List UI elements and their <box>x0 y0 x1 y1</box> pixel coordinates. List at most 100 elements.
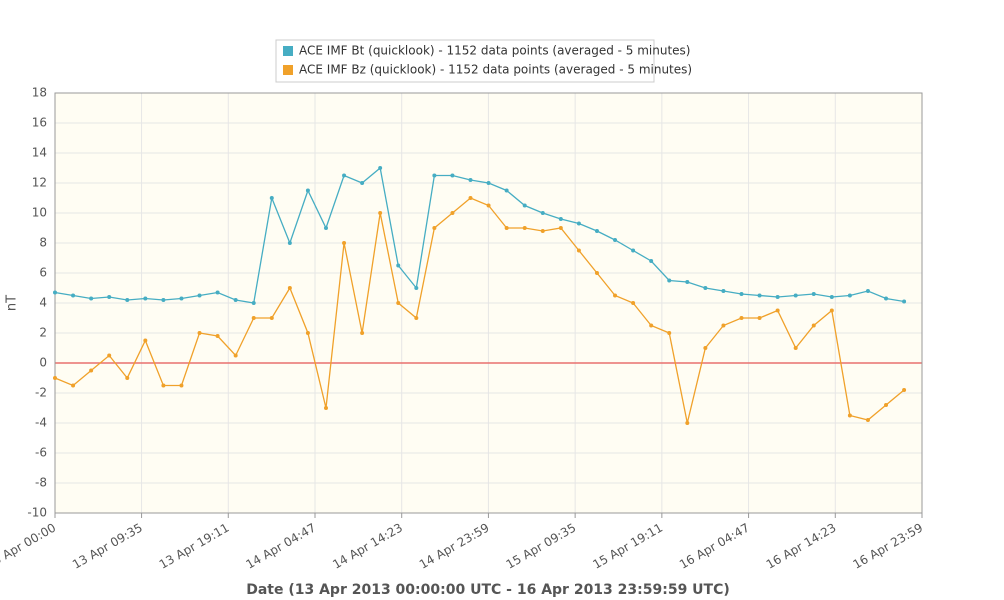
data-point <box>125 298 130 302</box>
data-point <box>631 248 636 253</box>
data-point <box>631 301 636 305</box>
data-point <box>89 296 94 301</box>
data-point <box>884 296 889 301</box>
data-point <box>865 289 870 293</box>
data-point <box>468 178 473 182</box>
legend-box <box>275 39 655 83</box>
data-point <box>721 289 726 293</box>
data-point <box>486 203 491 208</box>
data-point <box>721 323 726 328</box>
y-axis-title: nT <box>5 295 20 311</box>
data-point <box>197 331 202 335</box>
data-point <box>902 388 907 392</box>
data-point <box>251 301 256 305</box>
data-point <box>305 188 310 193</box>
data-point <box>865 418 870 422</box>
data-point <box>829 308 834 313</box>
data-point <box>360 181 365 185</box>
data-point <box>775 308 780 313</box>
data-point <box>215 290 220 295</box>
data-point <box>793 346 798 350</box>
y-tick-label: 6 <box>39 266 47 280</box>
data-point <box>739 316 744 320</box>
y-tick-label: 10 <box>32 206 47 220</box>
data-point <box>323 226 328 230</box>
x-tick-label: 14 Apr 04:47 <box>243 521 318 572</box>
data-point <box>486 181 491 185</box>
data-point <box>450 211 455 215</box>
data-point <box>558 217 563 221</box>
data-point <box>594 271 599 275</box>
data-point <box>233 353 238 358</box>
data-point <box>613 238 618 242</box>
data-point <box>161 298 166 302</box>
data-point <box>360 331 365 335</box>
data-point <box>847 413 852 418</box>
y-tick-label: 12 <box>32 176 47 190</box>
data-point <box>576 221 581 226</box>
data-point <box>884 403 889 407</box>
data-point <box>847 293 852 298</box>
data-point <box>576 248 581 253</box>
legend-swatch <box>283 46 293 56</box>
data-point <box>703 286 708 290</box>
legend-label: ACE IMF Bt (quicklook) - 1152 data point… <box>299 44 690 58</box>
data-point <box>179 296 184 301</box>
data-point <box>53 290 57 295</box>
data-point <box>71 293 76 298</box>
data-point <box>685 421 690 425</box>
y-tick-label: 8 <box>39 236 47 250</box>
x-tick-label: 13 Apr 00:00 <box>0 521 58 572</box>
y-tick-label: -6 <box>35 446 47 460</box>
x-tick-label: 16 Apr 14:23 <box>764 521 839 572</box>
data-point <box>396 263 401 268</box>
data-point <box>450 173 455 178</box>
y-tick-label: 16 <box>32 116 47 130</box>
data-point <box>703 346 708 350</box>
x-tick-label: 15 Apr 19:11 <box>590 521 665 572</box>
data-point <box>504 188 509 193</box>
data-point <box>342 241 347 245</box>
data-point <box>269 316 274 320</box>
data-point <box>414 316 419 320</box>
data-point <box>107 295 112 299</box>
data-point <box>215 334 220 338</box>
data-point <box>504 226 509 230</box>
data-point <box>811 323 816 328</box>
legend: ACE IMF Bt (quicklook) - 1152 data point… <box>275 39 692 83</box>
x-tick-label: 15 Apr 09:35 <box>504 521 579 572</box>
data-point <box>125 376 130 380</box>
data-point <box>829 295 834 299</box>
x-tick-label: 16 Apr 04:47 <box>677 521 752 572</box>
y-tick-label: 0 <box>39 356 47 370</box>
data-point <box>71 383 76 388</box>
data-point <box>522 226 527 230</box>
data-point <box>558 226 563 230</box>
data-point <box>287 241 292 245</box>
data-point <box>667 278 672 283</box>
x-tick-label: 14 Apr 23:59 <box>417 521 492 572</box>
legend-label: ACE IMF Bz (quicklook) - 1152 data point… <box>299 63 692 77</box>
data-point <box>233 298 238 302</box>
data-point <box>414 286 419 290</box>
data-point <box>757 316 762 320</box>
data-point <box>522 203 527 208</box>
y-tick-label: -2 <box>35 386 47 400</box>
data-point <box>793 293 798 298</box>
x-tick-label: 14 Apr 14:23 <box>330 521 405 572</box>
y-tick-label: -4 <box>35 416 47 430</box>
legend-swatch <box>283 65 293 75</box>
data-point <box>89 368 94 373</box>
y-tick-label: -10 <box>27 506 47 520</box>
data-point <box>269 196 274 200</box>
data-point <box>613 293 618 298</box>
data-point <box>53 376 57 380</box>
series-line <box>54 197 905 424</box>
data-point <box>902 299 907 304</box>
y-tick-label: -8 <box>35 476 47 490</box>
data-point <box>685 280 690 284</box>
x-tick-label: 13 Apr 19:11 <box>157 521 232 572</box>
data-point <box>287 286 292 290</box>
data-point <box>342 173 347 178</box>
y-tick-label: 4 <box>39 296 47 310</box>
